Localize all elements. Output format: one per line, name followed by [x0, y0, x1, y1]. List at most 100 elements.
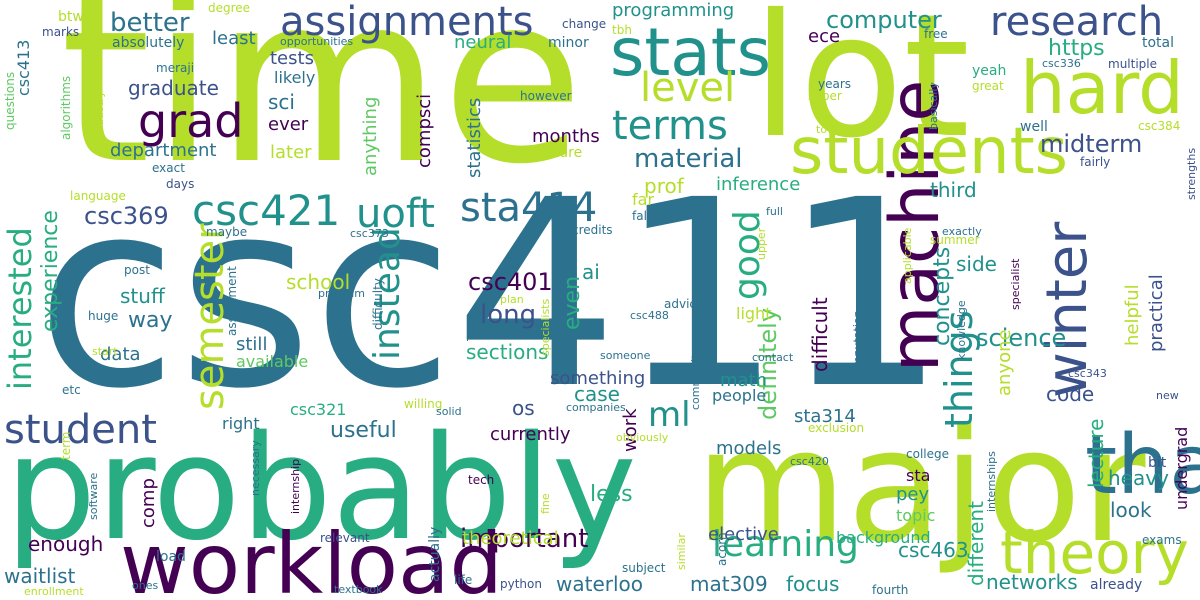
- word-time: time: [60, 0, 585, 215]
- word-software: software: [87, 472, 100, 520]
- word-case: case: [574, 382, 620, 406]
- word-far: far: [632, 190, 655, 209]
- word-learning: learning: [712, 524, 859, 565]
- word-compsci: compsci: [414, 93, 435, 168]
- word-long: long: [480, 300, 537, 330]
- word-computation: computation: [851, 310, 864, 380]
- word-csc421: csc421: [192, 186, 341, 235]
- word-major: major: [695, 395, 1146, 577]
- word-marks: marks: [42, 25, 80, 39]
- word-change: change: [562, 17, 607, 31]
- word-background: background: [836, 528, 931, 547]
- word-total: total: [1142, 35, 1175, 51]
- word-less: less: [590, 482, 633, 507]
- word-relevant: relevant: [320, 531, 370, 545]
- word-side: side: [956, 252, 997, 276]
- word-specialist: specialist: [1009, 258, 1022, 310]
- word-student: student: [4, 407, 157, 453]
- word-workload: workload: [120, 515, 503, 600]
- word-enough: enough: [28, 532, 104, 556]
- word-thanks: thanks: [1085, 418, 1200, 513]
- word-stuff: stuff: [120, 284, 165, 308]
- word-least: least: [212, 28, 256, 49]
- word-contact: contact: [752, 351, 794, 364]
- word-point: point: [466, 329, 495, 342]
- word-theoretical: theoretical: [462, 528, 559, 549]
- word-level: level: [640, 65, 736, 111]
- word-basically: basically: [927, 82, 940, 130]
- word-third: third: [930, 178, 977, 202]
- word-multiple: multiple: [1108, 57, 1158, 71]
- word-applicable: applicable: [901, 227, 914, 284]
- word-full: full: [766, 205, 783, 218]
- word-exclusion: exclusion: [808, 421, 865, 435]
- word-look: look: [1110, 498, 1152, 522]
- word-people: people: [712, 386, 767, 405]
- word-great: great: [972, 79, 1004, 93]
- word-degree: degree: [208, 1, 251, 15]
- word-midterm: midterm: [1040, 130, 1143, 158]
- word-exactly: exactly: [942, 225, 982, 238]
- word-advice: advice: [664, 297, 704, 311]
- word-mat309: mat309: [690, 572, 768, 596]
- word-difficult: difficult: [808, 297, 832, 372]
- word-ones: ones: [132, 579, 159, 592]
- word-sta414: sta414: [460, 185, 598, 231]
- word-yeah: yeah: [972, 63, 1007, 79]
- word-companies: companies: [566, 401, 626, 414]
- word-csc420: csc420: [790, 455, 829, 468]
- word-days: days: [166, 177, 195, 191]
- word-knowledge: knowledge: [955, 300, 968, 360]
- word-available: available: [236, 352, 309, 371]
- word-tbh: tbh: [612, 23, 632, 37]
- word-programming: programming: [612, 0, 735, 21]
- word-years: years: [818, 77, 852, 91]
- word-statistics: statistics: [464, 97, 485, 178]
- word-csc336: csc336: [1042, 57, 1081, 70]
- word-questions: questions: [3, 71, 17, 130]
- word-enrollment: enrollment: [24, 585, 84, 598]
- word-still: still: [236, 334, 268, 355]
- word-sta314: sta314: [794, 406, 856, 427]
- word-uoft: uoft: [356, 191, 435, 237]
- word-later: later: [270, 142, 312, 163]
- word-exams: exams: [1142, 533, 1182, 547]
- word-free: free: [924, 27, 948, 41]
- word-ece: ece: [808, 26, 841, 47]
- word-term: term: [59, 431, 73, 461]
- word-practical: practical: [1146, 274, 1167, 352]
- word-months: months: [532, 126, 600, 147]
- word-post: post: [124, 263, 150, 277]
- word-summer: summer: [930, 233, 980, 247]
- word-community: community: [689, 347, 702, 410]
- word-material: material: [634, 144, 743, 174]
- word-comp: comp: [138, 478, 159, 528]
- word-assignments: assignments: [280, 0, 534, 45]
- word-fine: fine: [539, 493, 552, 514]
- word-even: even: [560, 275, 585, 330]
- word-subject: subject: [622, 561, 666, 575]
- word-life: life: [454, 573, 473, 587]
- word-bit: bit: [1148, 455, 1167, 471]
- word-plan: plan: [500, 293, 524, 306]
- word-elective: elective: [708, 524, 779, 545]
- word-python: python: [500, 577, 542, 591]
- word-important: important: [460, 524, 589, 554]
- word-super: super: [808, 89, 842, 103]
- word-solid: solid: [436, 405, 462, 418]
- word-acorn: acorn: [715, 532, 729, 566]
- word-waitlist: waitlist: [4, 564, 76, 588]
- word-neural: neural: [454, 32, 512, 53]
- word-lecture: lecture: [1084, 418, 1108, 488]
- word-willing: willing: [404, 397, 443, 411]
- word-assignment: assignment: [225, 266, 239, 336]
- word-future: future: [540, 145, 583, 161]
- word-csc488: csc488: [630, 309, 669, 322]
- word-computer: computer: [826, 6, 942, 34]
- word-anyone: anyone: [994, 329, 1015, 396]
- word-strengths: strengths: [1185, 147, 1198, 200]
- word-hard: hard: [1020, 46, 1184, 130]
- word-sections: sections: [466, 340, 549, 364]
- word-opportunities: opportunities: [280, 35, 354, 48]
- word-inference: inference: [716, 174, 801, 195]
